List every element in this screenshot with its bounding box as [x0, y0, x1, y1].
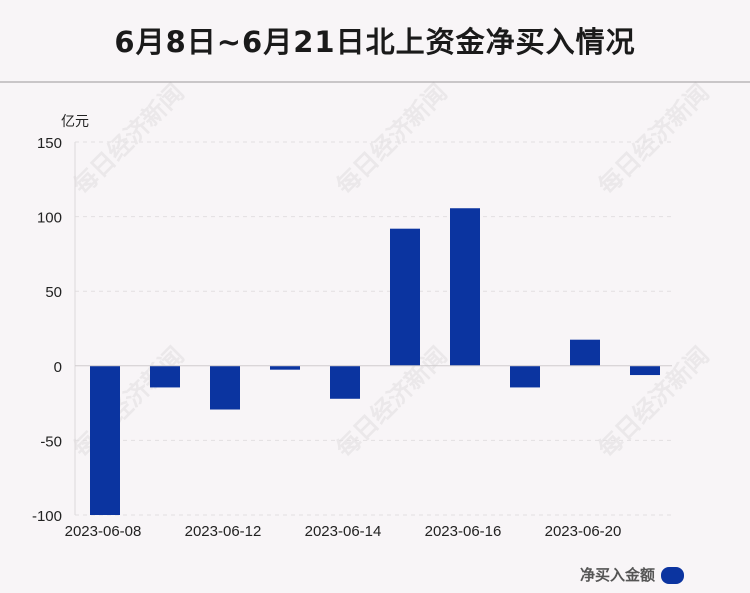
x-tick-label: 2023-06-14: [305, 523, 382, 540]
bar: [90, 365, 120, 515]
bar: [210, 365, 240, 410]
bar: [450, 208, 480, 366]
y-tick-label: -100: [32, 508, 62, 525]
x-tick-label: 2023-06-12: [185, 523, 262, 540]
x-tick-label: 2023-06-20: [545, 523, 622, 540]
bar: [570, 339, 600, 366]
bar: [270, 365, 300, 370]
bar: [390, 228, 420, 366]
bar: [510, 365, 540, 388]
chart-title: 6月8日~6月21日北上资金净买入情况: [114, 25, 636, 59]
y-tick-label: 0: [54, 359, 62, 376]
title-divider: [0, 81, 750, 83]
y-axis-unit-label: 亿元: [61, 114, 89, 130]
y-tick-label: -50: [40, 433, 62, 450]
legend-swatch: [661, 567, 684, 584]
y-tick-label: 150: [37, 135, 62, 152]
bar: [150, 365, 180, 388]
x-tick-label: 2023-06-08: [65, 523, 142, 540]
legend-label: 净买入金额: [580, 566, 655, 584]
x-tick-label: 2023-06-16: [425, 523, 502, 540]
bar: [330, 365, 360, 399]
bar: [630, 365, 660, 376]
y-tick-label: 100: [37, 210, 62, 227]
y-tick-label: 50: [45, 284, 62, 301]
